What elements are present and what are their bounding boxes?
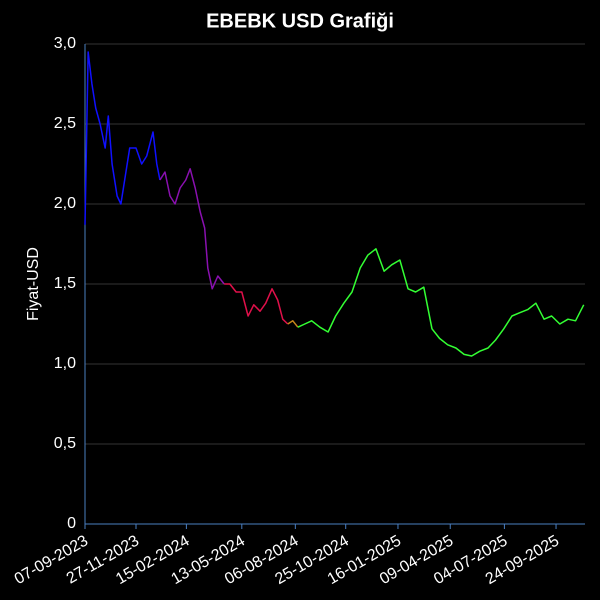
price-line <box>297 248 585 357</box>
y-tick-label: 0,5 <box>54 435 76 452</box>
price-line <box>287 320 299 328</box>
chart-title: EBEBK USD Grafiği <box>206 10 394 32</box>
y-tick-label: 3,0 <box>54 35 76 52</box>
y-tick-label: 0 <box>67 515 76 532</box>
y-tick-label: 2,0 <box>54 195 76 212</box>
price-line <box>84 51 161 225</box>
y-axis-label: Fiyat-USD <box>25 247 42 321</box>
price-line <box>159 168 225 290</box>
y-tick-label: 1,5 <box>54 275 76 292</box>
y-tick-label: 2,5 <box>54 115 76 132</box>
y-tick-label: 1,0 <box>54 355 76 372</box>
price-line <box>224 283 289 325</box>
